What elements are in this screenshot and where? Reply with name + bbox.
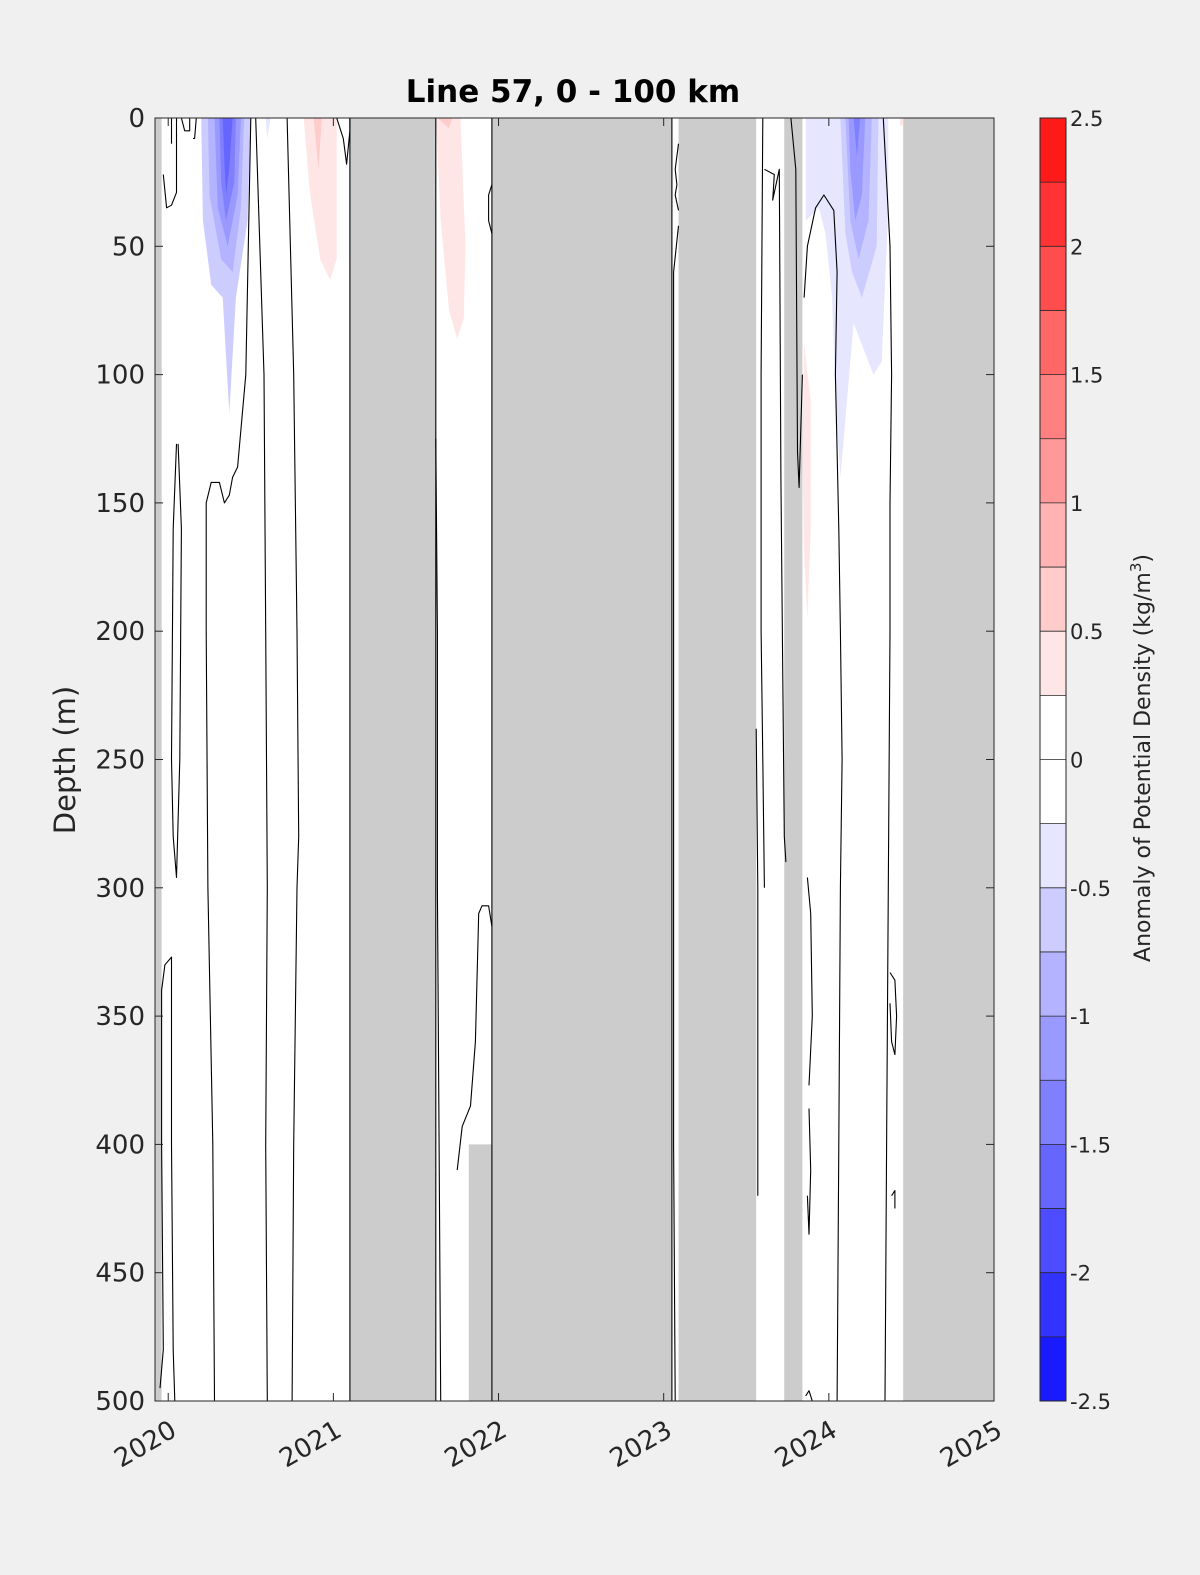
colorbar-segment	[1040, 695, 1066, 760]
colorbar-segment	[1040, 759, 1066, 825]
y-tick-label: 500	[95, 1387, 145, 1417]
anomaly-region	[265, 118, 271, 139]
contour-line	[456, 905, 493, 1171]
colorbar-label-close: )	[1131, 554, 1156, 563]
contour-line	[803, 194, 843, 1401]
colorbar-segment	[1040, 182, 1066, 247]
no-data-band	[784, 118, 803, 1401]
colorbar-tick-label: -2	[1070, 1262, 1091, 1286]
colorbar-label-superscript: 3	[1127, 563, 1145, 573]
chart-title: Line 57, 0 - 100 km	[406, 74, 740, 110]
anomaly-region	[899, 118, 904, 126]
y-tick-label: 0	[128, 104, 145, 134]
colorbar-tick-label: 0.5	[1070, 620, 1103, 644]
contour-line	[180, 118, 191, 132]
contour-line	[286, 118, 300, 1401]
contour-line	[790, 118, 803, 489]
colorbar: 2.5 2 1.5 1 0.5 0 -0.5 -1 -1.5 -2 -2.5	[1040, 107, 1111, 1414]
colorbar-segment	[1040, 1144, 1066, 1210]
contour-line	[764, 168, 787, 863]
contour-line	[882, 118, 893, 1401]
no-data-band	[349, 118, 436, 1401]
contour-line	[674, 143, 680, 211]
contour-line	[889, 972, 898, 1056]
colorbar-segment	[1040, 823, 1066, 889]
colorbar-segment	[1040, 631, 1066, 696]
y-axis: 0 50 100 150 200 250 300 350 400 450 500	[95, 104, 994, 1417]
colorbar-segment	[1040, 1016, 1066, 1081]
colorbar-tick-label: 1.5	[1070, 364, 1103, 388]
no-data-band	[678, 118, 757, 1401]
contour-line	[673, 225, 680, 1401]
y-tick-label: 300	[95, 874, 145, 904]
colorbar-segment	[1040, 374, 1066, 440]
contour-line	[205, 118, 252, 1401]
y-tick-label: 250	[95, 746, 145, 776]
y-tick-label: 50	[112, 232, 145, 262]
colorbar-label-main: Anomaly of Potential Density (kg/m	[1131, 572, 1156, 962]
colorbar-segment	[1040, 118, 1066, 183]
no-data-layer	[155, 118, 994, 1401]
colorbar-tick-label: -0.5	[1070, 877, 1111, 901]
no-data-band	[903, 118, 994, 1401]
plot-area	[155, 118, 994, 1401]
colorbar-label: Anomaly of Potential Density (kg/m3)	[1127, 554, 1156, 962]
y-axis-label: Depth (m)	[48, 686, 82, 834]
colorbar-tick-label: 0	[1070, 749, 1083, 773]
colorbar-segment	[1040, 502, 1066, 568]
no-data-band	[468, 1144, 492, 1401]
anomaly-region	[853, 118, 861, 157]
contour-line	[488, 184, 493, 234]
anomaly-region	[435, 118, 466, 339]
colorbar-tick-label: 2	[1070, 235, 1083, 259]
contour-line	[159, 956, 176, 1401]
y-tick-label: 150	[95, 489, 145, 519]
colorbar-segment	[1040, 246, 1066, 311]
contour-line	[760, 118, 765, 888]
colorbar-segment	[1040, 1208, 1066, 1274]
no-data-band	[491, 118, 672, 1401]
colorbar-segment	[1040, 1272, 1066, 1338]
colorbar-tick-label: -1.5	[1070, 1133, 1111, 1157]
y-tick-label: 200	[95, 617, 145, 647]
anomaly-region-layer	[201, 118, 904, 619]
contour-line	[806, 1108, 812, 1235]
anomaly-region	[802, 343, 811, 619]
colorbar-segment	[1040, 951, 1066, 1017]
anomaly-region	[848, 118, 866, 221]
colorbar-segment	[1040, 567, 1066, 632]
contour-line-layer	[159, 118, 898, 1401]
anomaly-region	[313, 118, 322, 170]
contour-line	[806, 877, 813, 1086]
colorbar-tick-label: 2.5	[1070, 107, 1103, 131]
y-tick-label: 450	[95, 1259, 145, 1289]
contour-line	[255, 118, 268, 1401]
colorbar-segment	[1040, 438, 1066, 504]
y-tick-label: 400	[95, 1130, 145, 1160]
contour-line	[170, 443, 182, 879]
contour-line	[755, 728, 759, 1196]
colorbar-segment	[1040, 1336, 1066, 1402]
colorbar-tick-label: -2.5	[1070, 1390, 1111, 1414]
y-tick-label: 350	[95, 1002, 145, 1032]
contour-line	[435, 438, 442, 1401]
colorbar-frame	[1039, 117, 1067, 1402]
anomaly-region	[303, 118, 337, 280]
contour-line	[805, 1390, 813, 1401]
contour-line	[191, 118, 197, 140]
colorbar-tick-label: -1	[1070, 1005, 1091, 1029]
y-tick-label: 100	[95, 361, 145, 391]
colorbar-segment	[1040, 887, 1066, 953]
contour-line	[891, 1190, 896, 1209]
anomaly-region	[437, 118, 453, 129]
contour-line	[162, 118, 178, 209]
colorbar-segment	[1040, 1080, 1066, 1145]
anomaly-region	[222, 118, 233, 195]
colorbar-tick-label: 1	[1070, 492, 1083, 516]
colorbar-segment	[1040, 310, 1066, 376]
